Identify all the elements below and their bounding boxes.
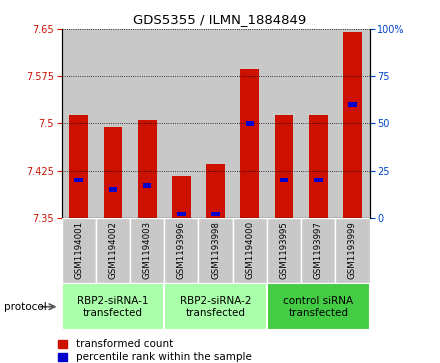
Bar <box>206 164 225 218</box>
Bar <box>138 120 157 218</box>
Text: GSM1193997: GSM1193997 <box>314 221 323 279</box>
Bar <box>233 218 267 283</box>
Text: GSM1193996: GSM1193996 <box>177 221 186 279</box>
Bar <box>309 115 328 218</box>
Text: GSM1194000: GSM1194000 <box>246 221 254 279</box>
Bar <box>348 102 357 107</box>
Bar <box>314 178 323 182</box>
Text: control siRNA
transfected: control siRNA transfected <box>283 296 353 318</box>
Bar <box>62 218 96 283</box>
Bar <box>198 218 233 283</box>
Bar <box>164 283 267 330</box>
Bar <box>96 218 130 283</box>
Bar <box>301 218 335 283</box>
Bar <box>335 218 370 283</box>
Bar <box>280 178 288 182</box>
Bar <box>267 218 301 283</box>
Bar <box>62 29 96 218</box>
Bar <box>335 29 370 218</box>
Text: GSM1194002: GSM1194002 <box>108 221 117 279</box>
Bar <box>301 29 335 218</box>
Bar <box>233 29 267 218</box>
Bar <box>177 212 186 216</box>
Bar <box>164 29 198 218</box>
Bar <box>130 218 164 283</box>
Text: protocol: protocol <box>4 302 47 312</box>
Legend: transformed count, percentile rank within the sample: transformed count, percentile rank withi… <box>58 339 252 362</box>
Text: GSM1193998: GSM1193998 <box>211 221 220 279</box>
Bar <box>343 32 362 218</box>
Bar <box>96 29 130 218</box>
Text: GSM1194001: GSM1194001 <box>74 221 83 279</box>
Bar <box>211 212 220 216</box>
Bar <box>267 283 370 330</box>
Bar <box>198 29 233 218</box>
Bar <box>103 127 122 218</box>
Text: RBP2-siRNA-2
transfected: RBP2-siRNA-2 transfected <box>180 296 251 318</box>
Bar <box>164 218 198 283</box>
Text: RBP2-siRNA-1
transfected: RBP2-siRNA-1 transfected <box>77 296 149 318</box>
Bar <box>246 121 254 126</box>
Bar <box>130 29 164 218</box>
Bar <box>62 283 164 330</box>
Bar <box>275 115 293 218</box>
Text: GSM1193995: GSM1193995 <box>279 221 289 279</box>
Bar <box>240 69 259 218</box>
Bar <box>74 178 83 182</box>
Bar <box>267 29 301 218</box>
Text: GSM1194003: GSM1194003 <box>143 221 152 279</box>
Bar <box>70 115 88 218</box>
Text: GDS5355 / ILMN_1884849: GDS5355 / ILMN_1884849 <box>133 13 307 26</box>
Bar <box>143 183 151 188</box>
Bar <box>109 187 117 192</box>
Text: GSM1193999: GSM1193999 <box>348 221 357 279</box>
Bar <box>172 176 191 218</box>
